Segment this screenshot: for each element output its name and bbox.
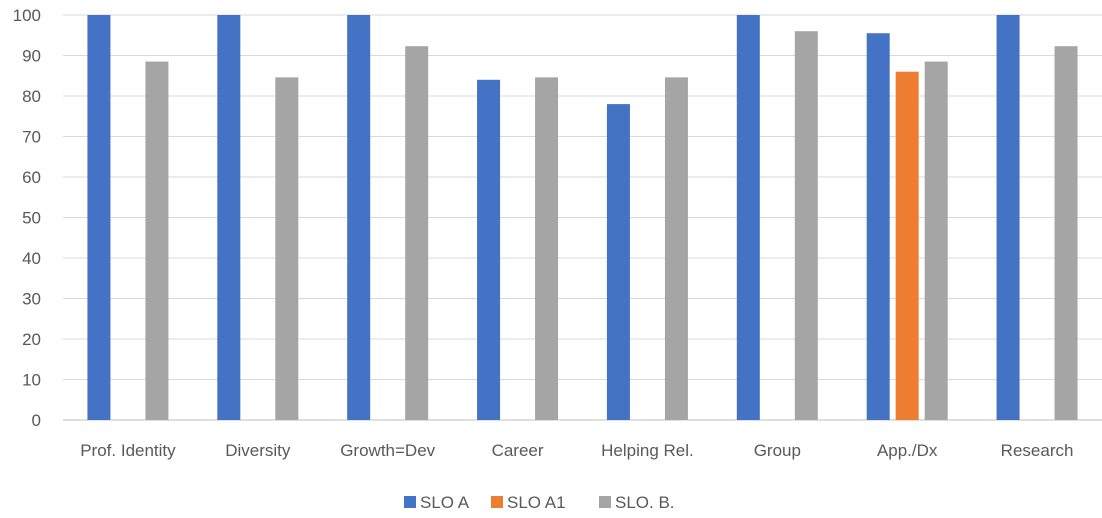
x-tick-label: App./Dx [877,441,938,460]
legend-item: SLO A [404,493,470,512]
bar [794,31,818,420]
bar [1054,46,1078,421]
bar [217,15,241,420]
bar [535,77,559,421]
x-tick-label: Group [754,441,801,460]
y-tick-label: 30 [22,290,41,309]
y-tick-label: 70 [22,128,41,147]
bar [866,33,890,420]
bar [606,104,630,420]
y-tick-label: 90 [22,47,41,66]
bar [924,61,948,420]
x-tick-label: Growth=Dev [340,441,435,460]
y-tick-label: 100 [13,6,41,25]
x-axis: Prof. Identity Diversity Growth=Dev Career H… [80,441,1073,460]
legend-swatch [404,496,416,508]
bar [145,61,169,420]
bar [275,77,299,421]
bar [87,15,111,420]
legend-label: SLO A1 [507,493,566,512]
bar [477,79,501,421]
x-tick-label: Diversity [225,441,291,460]
legend-label: SLO. B. [615,493,675,512]
x-tick-label: Research [1001,441,1074,460]
y-tick-label: 80 [22,87,41,106]
bar [736,15,760,420]
y-tick-label: 40 [22,249,41,268]
bar [405,46,429,421]
bar [664,77,688,421]
bars [87,15,1078,421]
legend-label: SLO A [420,493,470,512]
bar [996,15,1020,420]
bar [895,71,919,420]
y-tick-label: 10 [22,371,41,390]
bar [347,15,371,420]
x-tick-label: Prof. Identity [80,441,176,460]
y-axis: 0 10 20 30 40 50 60 70 80 90 100 [13,6,41,430]
y-tick-label: 50 [22,209,41,228]
legend-swatch [599,496,611,508]
y-tick-label: 0 [32,411,41,430]
x-tick-label: Career [492,441,544,460]
x-tick-label: Helping Rel. [601,441,694,460]
legend: SLO A SLO A1 SLO. B. [404,493,675,512]
legend-item: SLO. B. [599,493,675,512]
legend-item: SLO A1 [491,493,566,512]
y-tick-label: 20 [22,330,41,349]
y-tick-label: 60 [22,168,41,187]
legend-swatch [491,496,503,508]
